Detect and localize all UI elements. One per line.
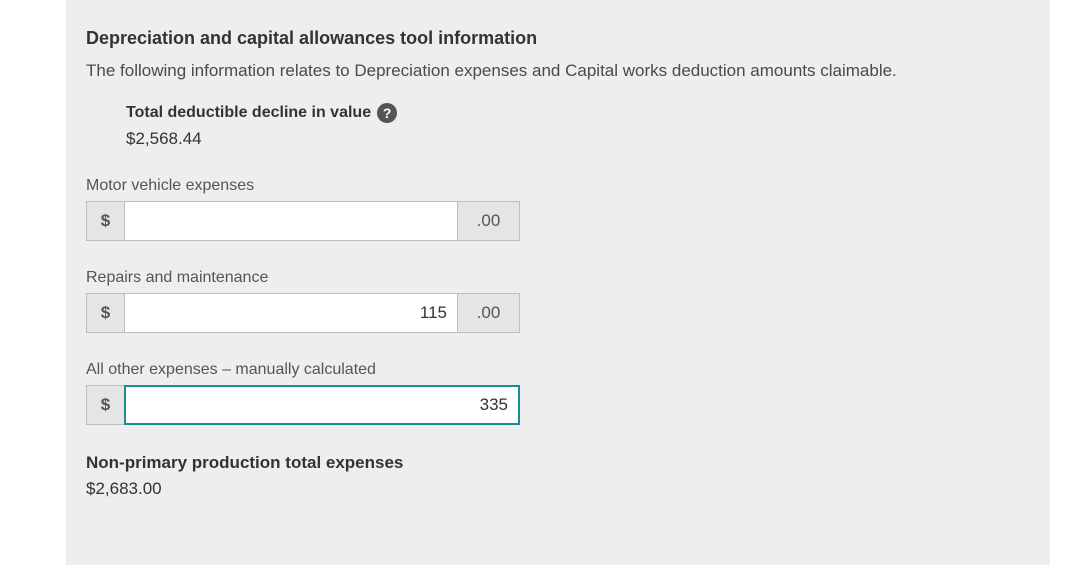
motor-vehicle-field-group: Motor vehicle expenses $ .00 xyxy=(86,177,1030,241)
dollar-icon: $ xyxy=(86,385,124,425)
repairs-field-group: Repairs and maintenance $ .00 xyxy=(86,269,1030,333)
repairs-label: Repairs and maintenance xyxy=(86,269,1030,287)
decimal-suffix: .00 xyxy=(458,201,520,241)
repairs-input[interactable] xyxy=(124,293,458,333)
totals-amount: $2,683.00 xyxy=(86,479,1030,499)
decline-in-value-amount: $2,568.44 xyxy=(126,129,1030,149)
totals-block: Non-primary production total expenses $2… xyxy=(86,453,1030,499)
other-expenses-input[interactable] xyxy=(124,385,520,425)
form-panel: Depreciation and capital allowances tool… xyxy=(66,0,1050,565)
section-description: The following information relates to Dep… xyxy=(86,61,1030,81)
decimal-suffix: .00 xyxy=(458,293,520,333)
totals-label: Non-primary production total expenses xyxy=(86,453,1030,473)
decline-in-value-block: Total deductible decline in value ? $2,5… xyxy=(126,103,1030,149)
motor-vehicle-input[interactable] xyxy=(124,201,458,241)
dollar-icon: $ xyxy=(86,201,124,241)
dollar-icon: $ xyxy=(86,293,124,333)
motor-vehicle-label: Motor vehicle expenses xyxy=(86,177,1030,195)
decline-in-value-label: Total deductible decline in value xyxy=(126,104,371,122)
other-expenses-label: All other expenses – manually calculated xyxy=(86,361,1030,379)
other-expenses-field-group: All other expenses – manually calculated… xyxy=(86,361,1030,425)
section-title: Depreciation and capital allowances tool… xyxy=(86,28,1030,49)
help-icon[interactable]: ? xyxy=(377,103,397,123)
